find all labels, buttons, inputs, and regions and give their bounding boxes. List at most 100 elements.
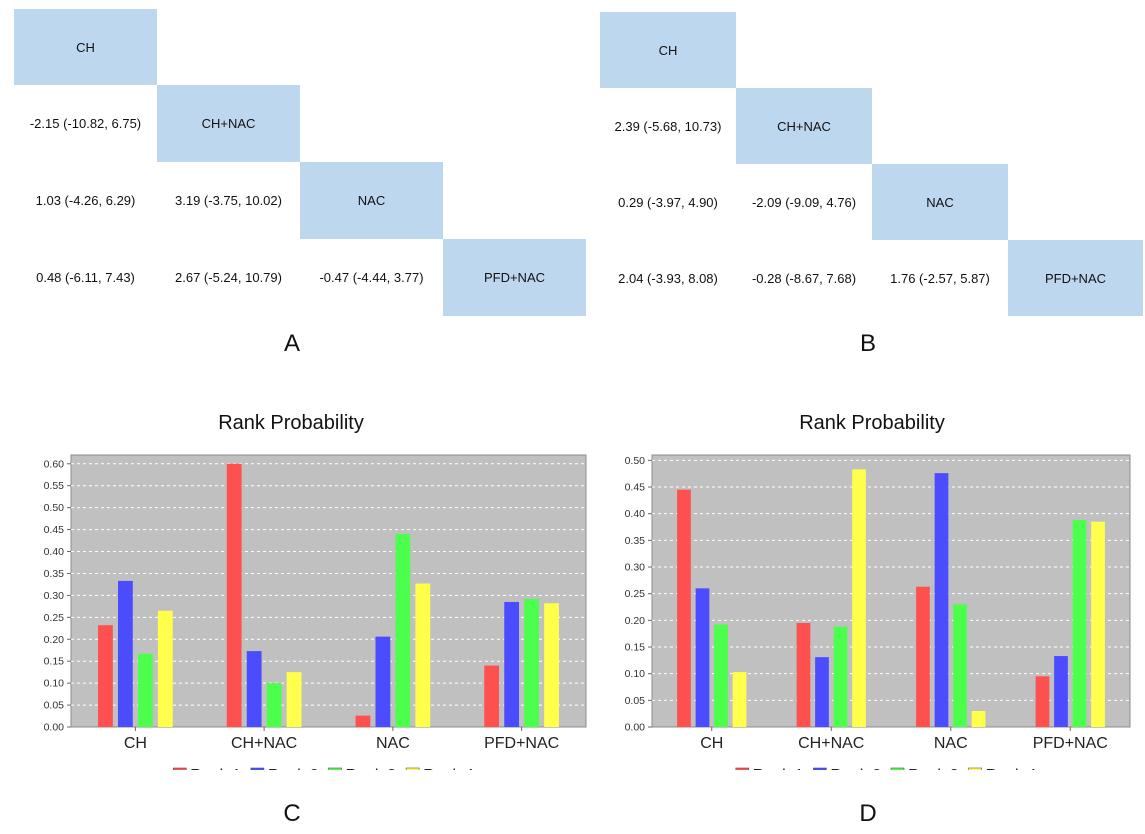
bar	[375, 636, 391, 727]
plot-area	[651, 454, 1131, 728]
bar	[98, 625, 113, 727]
plot-area	[70, 454, 587, 728]
x-tick-label: CH+NAC	[231, 735, 297, 752]
table-cell: 2.67 (-5.24, 10.79)	[175, 270, 282, 285]
chart-title-d: Rank Probability	[799, 412, 945, 434]
bar	[1054, 656, 1068, 727]
bar	[544, 603, 559, 727]
table-cell: -2.09 (-9.09, 4.76)	[751, 194, 857, 210]
chart-title-c: Rank Probability	[218, 412, 364, 434]
diag-cell-ch: CH	[600, 12, 736, 88]
table-cell: -2.15 (-10.82, 6.75)	[29, 116, 142, 131]
bar	[524, 598, 540, 727]
bar-chart-d: 0.00 0.05 0.10 0.15 0.20 0.25 0.30 0.35 0.40 0.45…	[625, 454, 1131, 770]
table-cell: 0.29 (-3.97, 4.90)	[618, 194, 718, 210]
bar-chart-c: 0.00 0.05 0.10 0.15 0.20 0.25 0.30 0.35 0.40 0.45…	[44, 454, 587, 770]
bar	[286, 672, 302, 727]
bar	[1072, 520, 1087, 727]
table-cell: 2.04 (-3.93, 8.08)	[618, 270, 718, 286]
legend-label: Rank 4	[986, 767, 1037, 770]
bar	[714, 624, 728, 727]
diag-cell-nac: NAC	[872, 164, 1008, 240]
bar	[137, 653, 153, 727]
y-tick-label: 0.50	[44, 502, 65, 514]
bar	[695, 588, 710, 727]
bar	[732, 672, 747, 727]
bar	[117, 580, 133, 727]
legend-swatch	[405, 767, 420, 770]
bar	[852, 469, 866, 727]
legend-label: Rank 3	[908, 767, 959, 770]
y-tick-label: 0.15	[44, 656, 65, 668]
y-tick-label: 0.55	[44, 480, 65, 492]
bar	[677, 489, 691, 727]
bar	[833, 626, 848, 727]
y-tick-label: 0.30	[625, 562, 646, 574]
bar	[934, 473, 949, 727]
x-tick-label: CH	[700, 735, 723, 752]
y-tick-label: 0.10	[44, 678, 65, 690]
diag-cell-ch-nac: CH+NAC	[736, 88, 872, 164]
y-tick-label: 0.40	[44, 546, 65, 558]
legend-swatch	[968, 767, 982, 770]
legend-swatch	[250, 767, 265, 770]
x-tick-label: NAC	[376, 735, 410, 752]
legend-label: Rank 4	[423, 767, 474, 770]
league-table-b: CH CH+NAC NAC PFD+NAC 2.39 (-5.68, 10.73…	[590, 0, 1145, 320]
table-cell: -0.47 (-4.44, 3.77)	[319, 270, 424, 285]
y-tick-label: 0.30	[44, 590, 65, 602]
bar	[415, 583, 431, 727]
table-cell: 1.03 (-4.26, 6.29)	[35, 193, 136, 208]
bar	[484, 665, 500, 727]
legend-label: Rank 2	[268, 767, 319, 770]
bar	[1035, 676, 1050, 727]
legend-label: Rank 1	[753, 767, 804, 770]
diag-cell-pfd-nac: PFD+NAC	[443, 239, 586, 316]
legend-swatch	[328, 767, 342, 770]
y-tick-label: 0.25	[44, 612, 65, 624]
bar	[157, 610, 173, 727]
bar	[1091, 521, 1105, 727]
y-tick-label: 0.20	[44, 634, 65, 646]
diag-cell-pfd-nac: PFD+NAC	[1008, 240, 1143, 316]
table-cell: 2.39 (-5.68, 10.73)	[614, 118, 722, 134]
bar	[226, 463, 242, 727]
panel-label-b: B	[859, 330, 876, 357]
y-tick-label: 0.25	[625, 588, 646, 600]
y-tick-label: 0.05	[625, 695, 646, 707]
panel-label-c: C	[283, 800, 301, 827]
y-tick-label: 0.05	[44, 700, 65, 712]
y-tick-label: 0.40	[625, 508, 646, 520]
x-tick-label: CH	[124, 735, 147, 752]
league-table-a: CH CH+NAC NAC PFD+NAC -2.15 (-10.82, 6.7…	[0, 0, 590, 320]
bar	[916, 586, 930, 727]
y-tick-label: 0.45	[625, 482, 646, 494]
y-tick-label: 0.50	[625, 455, 646, 467]
legend-swatch	[173, 767, 187, 770]
legend-label: Rank 3	[346, 767, 397, 770]
table-cell: -0.28 (-8.67, 7.68)	[751, 270, 857, 286]
x-tick-label: CH+NAC	[798, 735, 864, 752]
table-cell: 3.19 (-3.75, 10.02)	[175, 193, 282, 208]
legend-label: Rank 2	[830, 767, 881, 770]
diag-cell-nac: NAC	[300, 162, 443, 239]
y-tick-label: 0.00	[44, 722, 65, 734]
y-tick-label: 0.60	[44, 458, 65, 470]
x-tick-label: NAC	[934, 735, 968, 752]
y-tick-label: 0.20	[625, 615, 646, 627]
bar	[504, 601, 520, 727]
bar	[971, 711, 986, 727]
y-tick-label: 0.35	[625, 535, 646, 547]
legend-label: Rank 1	[190, 767, 241, 770]
bar	[246, 651, 262, 727]
panel-label-a: A	[283, 330, 300, 357]
y-tick-label: 0.15	[625, 642, 646, 654]
y-tick-label: 0.35	[44, 568, 65, 580]
bar	[953, 604, 967, 727]
x-tick-label: PFD+NAC	[484, 735, 559, 752]
legend-swatch	[890, 767, 905, 770]
table-cell: 1.76 (-2.57, 5.87)	[890, 270, 990, 286]
bar	[815, 657, 829, 727]
bar	[395, 533, 411, 727]
bar	[796, 623, 811, 727]
